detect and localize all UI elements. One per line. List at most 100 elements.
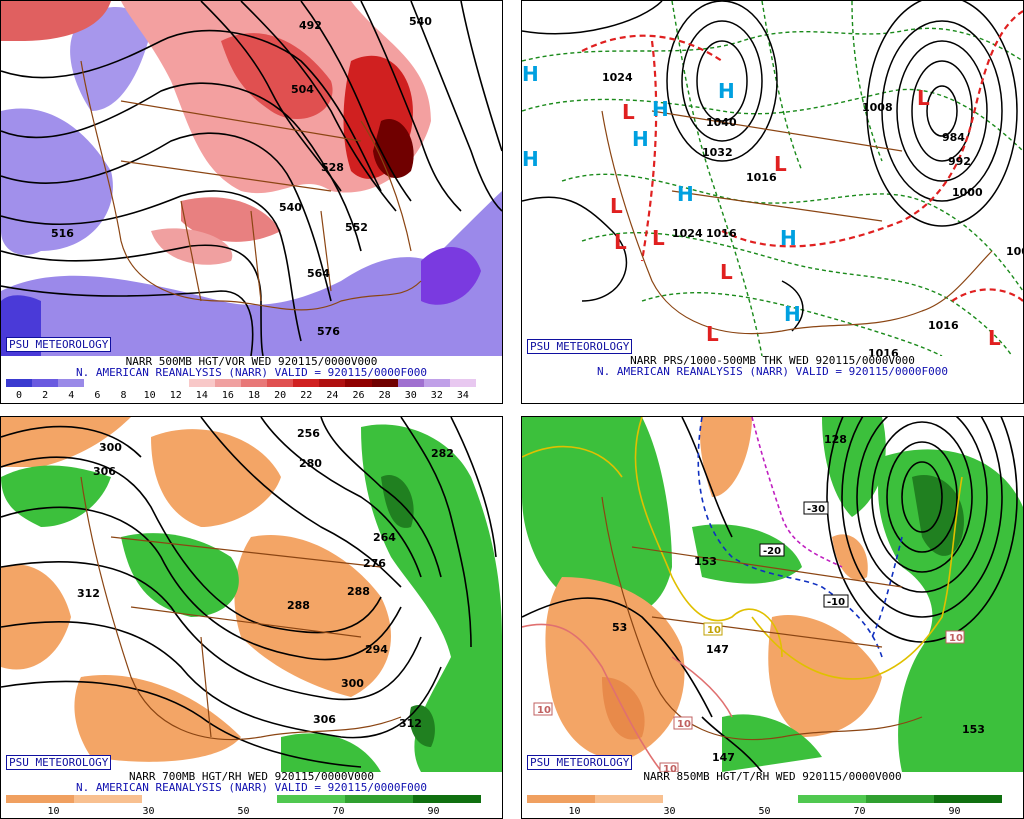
contour-label: 256: [297, 427, 320, 440]
colorbar-swatch: [141, 795, 210, 803]
colorbar-swatch: [371, 379, 398, 387]
temp-label: 10: [677, 719, 691, 730]
temp-label: -20: [763, 546, 781, 557]
colorbar-swatch: [423, 379, 450, 387]
contour-label: 282: [431, 447, 454, 460]
high-pressure-symbol: H: [522, 62, 539, 86]
psu-meteorology-tag: PSU METEOROLOGY: [6, 337, 112, 352]
colorbar-swatch: [449, 379, 476, 387]
map-caption: NARR 500MB HGT/VOR WED 920115/0000V000: [125, 355, 378, 368]
isobar-label: 984: [942, 131, 965, 144]
map-pressure: H H H H H H H H L L L L L L L L L 1024 1…: [522, 1, 1023, 356]
contour-label: 540: [409, 15, 432, 28]
scale-tick-label: 18: [248, 390, 261, 401]
scale-tick-label: 0: [16, 390, 23, 401]
scale-tick-label: 32: [430, 390, 443, 401]
panel-pressure-thickness: H H H H H H H H L L L L L L L L L 1024 1…: [521, 0, 1024, 404]
isobar-label: 1016: [746, 171, 777, 184]
isobar-label: 1024: [602, 71, 633, 84]
scale-tick-label: 24: [326, 390, 339, 401]
contour-label: 312: [399, 717, 422, 730]
scale-tick-label: 10: [568, 806, 581, 817]
scale-tick-label: 22: [300, 390, 313, 401]
map-caption: NARR 700MB HGT/RH WED 920115/0000V000: [128, 770, 375, 783]
contour-label: 528: [321, 161, 344, 174]
contour-label: 264: [373, 531, 396, 544]
isobar-label: 1008: [862, 101, 893, 114]
scale-tick-label: 2: [42, 390, 49, 401]
map-500mb: 492 540 504 528 540 552 564 576 516: [1, 1, 502, 356]
colorbar-swatch: [240, 379, 268, 387]
scale-tick-label: 26: [352, 390, 365, 401]
high-pressure-symbol: H: [652, 97, 669, 121]
colorbar-swatch: [58, 379, 85, 387]
contour-label: 492: [299, 19, 322, 32]
low-pressure-symbol: L: [917, 86, 930, 110]
reanalysis-caption: N. AMERICAN REANALYSIS (NARR) VALID = 92…: [597, 365, 948, 378]
low-pressure-symbol: L: [706, 322, 719, 346]
colorbar-swatch: [162, 379, 189, 387]
scale-tick-label: 8: [120, 390, 127, 401]
colorbar-swatch: [6, 795, 74, 803]
rh-scale-ticks: 10 30 50 70 90: [6, 806, 486, 817]
low-pressure-symbol: L: [622, 100, 635, 124]
high-pressure-symbol: H: [718, 79, 735, 103]
rh-colorbar: [6, 795, 481, 803]
map-caption: NARR 850MB HGT/T/RH WED 920115/0000V000: [643, 770, 902, 783]
high-pressure-symbol: H: [780, 226, 797, 250]
isobar-label: 1016: [706, 227, 737, 240]
colorbar-swatch: [345, 795, 414, 803]
colorbar-swatch: [345, 379, 372, 387]
colorbar-swatch: [188, 379, 215, 387]
scale-tick-label: 90: [427, 806, 440, 817]
contour-label: 306: [313, 713, 336, 726]
contour-label: 153: [694, 555, 717, 568]
colorbar-swatch: [594, 795, 663, 803]
high-pressure-symbol: H: [632, 127, 649, 151]
isobar-label: 1040: [706, 116, 737, 129]
vorticity-scale-ticks: 0 2 4 6 8 10 12 14 16 18 20 22 24 26 28 30 32 34: [6, 390, 486, 401]
map-caption: NARR PRS/1000-500MB THK WED 920115/0000V…: [630, 354, 915, 367]
scale-tick-label: 50: [237, 806, 250, 817]
colorbar-swatch: [214, 379, 241, 387]
colorbar-swatch: [277, 795, 346, 803]
contour-label: 312: [77, 587, 100, 600]
psu-meteorology-tag: PSU METEOROLOGY: [6, 755, 112, 770]
scale-tick-label: 10: [143, 390, 156, 401]
scale-tick-label: 50: [758, 806, 771, 817]
colorbar-swatch: [662, 795, 731, 803]
colorbar-swatch: [397, 379, 424, 387]
colorbar-swatch: [209, 795, 278, 803]
contour-label: 540: [279, 201, 302, 214]
contour-label: 300: [99, 441, 122, 454]
reanalysis-caption: N. AMERICAN REANALYSIS (NARR) VALID = 92…: [76, 366, 427, 379]
high-pressure-symbol: H: [784, 302, 801, 326]
scale-tick-label: 4: [68, 390, 75, 401]
isobar-label: 1016: [928, 319, 959, 332]
isobar-label: 1008: [1006, 245, 1023, 258]
isobar-label: 992: [948, 155, 971, 168]
colorbar-swatch: [32, 379, 59, 387]
isobar-label: 1016: [868, 347, 899, 356]
colorbar-swatch: [293, 379, 320, 387]
contour-label: 276: [363, 557, 386, 570]
colorbar-swatch: [527, 795, 595, 803]
low-pressure-symbol: L: [774, 152, 787, 176]
scale-tick-label: 90: [948, 806, 961, 817]
contour-label: 147: [706, 643, 729, 656]
colorbar-swatch: [319, 379, 346, 387]
low-pressure-symbol: L: [652, 226, 665, 250]
scale-tick-label: 14: [195, 390, 208, 401]
colorbar-swatch: [136, 379, 163, 387]
scale-tick-label: 16: [221, 390, 234, 401]
reanalysis-caption: N. AMERICAN REANALYSIS (NARR) VALID = 92…: [76, 781, 427, 794]
colorbar-swatch: [730, 795, 799, 803]
contour-label: 288: [347, 585, 370, 598]
psu-meteorology-tag: PSU METEOROLOGY: [527, 339, 633, 354]
panel-850mb-temp-rh: 128 153 53 147 147 153 -30 -20 -10 10 10…: [521, 416, 1024, 819]
vorticity-colorbar: [6, 379, 476, 387]
psu-meteorology-tag: PSU METEOROLOGY: [527, 755, 633, 770]
scale-tick-label: 6: [94, 390, 101, 401]
contour-label: 147: [712, 751, 735, 764]
contour-label: 153: [962, 723, 985, 736]
